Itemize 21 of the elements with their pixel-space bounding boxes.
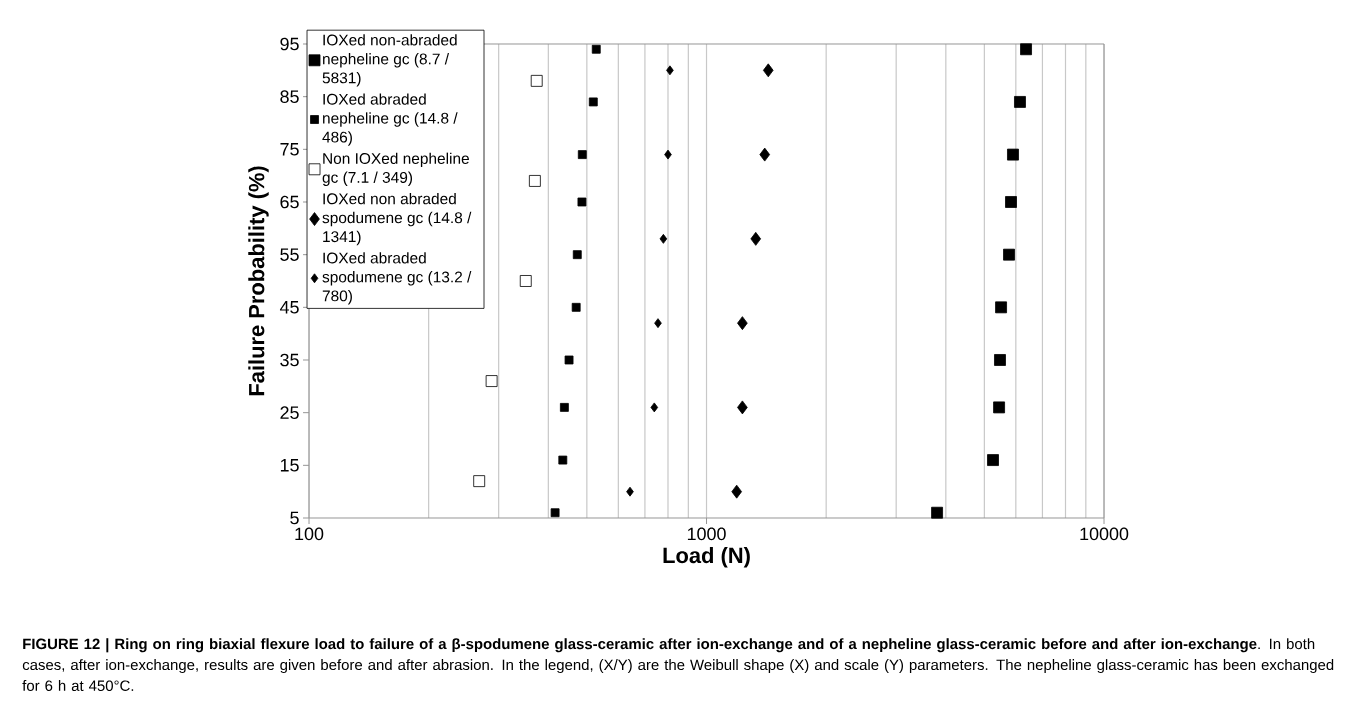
x-tick-label: 10000 xyxy=(1080,527,1129,541)
x-axis-title: Load (N) xyxy=(663,547,750,568)
y-tick-label: 35 xyxy=(280,353,299,367)
y-tick-label: 55 xyxy=(280,248,299,261)
legend-label: IOXed non-abraded nepheline gc (8.7 / 5831) xyxy=(322,34,457,87)
y-tick-label: 5 xyxy=(290,511,299,525)
x-tick-label: 1000 xyxy=(687,527,726,541)
y-tick-label: 65 xyxy=(280,195,299,209)
legend-label: IOXed non abraded spodumene gc (14.8 / 1341) xyxy=(322,192,472,246)
y-tick-label: 85 xyxy=(280,90,299,104)
y-axis-title: Failure Probability (%) xyxy=(248,166,269,396)
text: FIGURE 12 | Ring on ring biaxial flexure load to failure of a β-spodumene glass-ceramic after ion-exchange and of a nepheline glass-ceramic before and after ion-exchange. In both cases, after ion-exchange, results are given before and after abrasion. In the legend, (X/Y) are the Weibull shape (X) and scale (Y) parameters. The nepheline glass-ceramic has been exchanged for 6 h at 450°C. xyxy=(22,638,1334,692)
legend-label: IOXed abraded spodumene gc (13.2 / 780) xyxy=(322,252,472,305)
x-tick-label: 100 xyxy=(295,527,324,541)
legend-label: IOXed abraded nepheline gc (14.8 / 486) xyxy=(322,93,458,146)
y-tick-label: 25 xyxy=(280,406,299,420)
y-tick-label: 75 xyxy=(280,143,299,156)
y-tick-label: 95 xyxy=(280,37,299,51)
legend-label: Non IOXed nepheline gc (7.1 / 349) xyxy=(322,152,469,186)
y-tick-label: 45 xyxy=(279,301,299,314)
y-tick-label: 15 xyxy=(280,459,299,472)
